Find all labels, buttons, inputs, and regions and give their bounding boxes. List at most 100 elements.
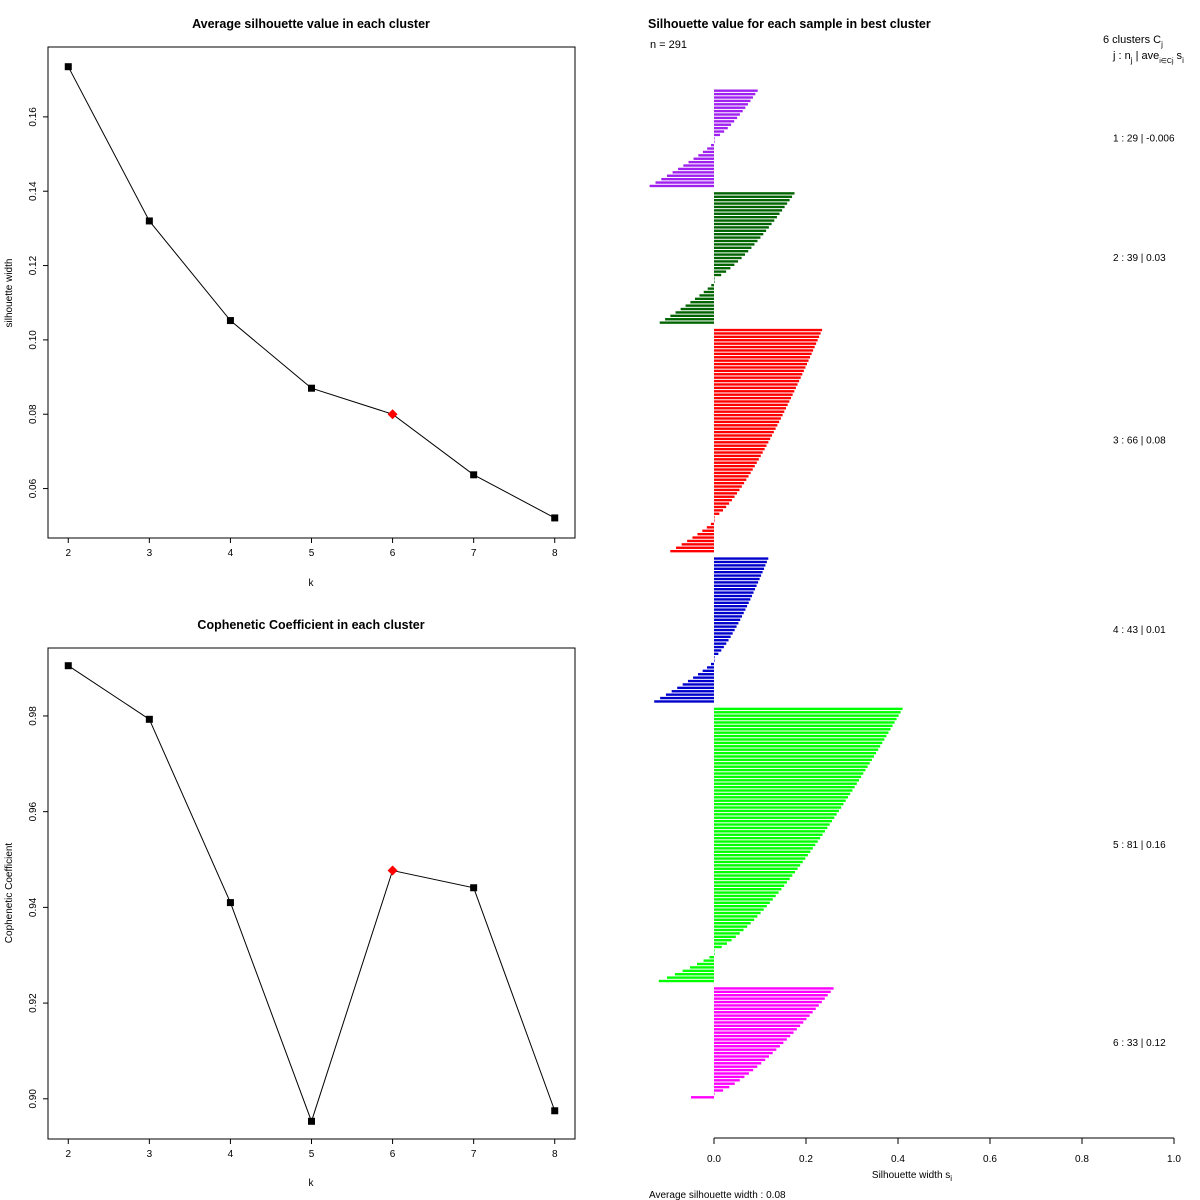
- silhouette-bar: [677, 686, 714, 690]
- silhouette-bar: [714, 478, 747, 481]
- silhouette-bar: [714, 632, 733, 635]
- x-tick-label: 6: [390, 1149, 396, 1160]
- silhouette-bar: [714, 424, 778, 427]
- silhouette-bar: [665, 693, 714, 696]
- silhouette-bar: [714, 250, 749, 253]
- silhouette-bar: [714, 826, 828, 830]
- silhouette-bar: [714, 390, 795, 393]
- silhouette-bar: [714, 441, 769, 444]
- silhouette-bar: [714, 860, 803, 864]
- silhouette-bar: [714, 277, 715, 280]
- silhouette-bar: [693, 676, 714, 679]
- silhouette-bar: [714, 775, 862, 779]
- silhouette-bar: [714, 471, 751, 475]
- silhouette-bar: [707, 666, 714, 669]
- silhouette-bar: [714, 611, 744, 615]
- silhouette-bar: [714, 942, 727, 945]
- silhouette-bar: [714, 915, 758, 918]
- silhouette-bar: [714, 454, 761, 458]
- silhouette-bar: [714, 461, 757, 464]
- silhouette-bar: [714, 458, 759, 461]
- silhouette-bar: [714, 1034, 791, 1038]
- silhouette-bar: [714, 819, 833, 823]
- silhouette-bar: [714, 922, 751, 925]
- silhouette-bar: [685, 304, 714, 307]
- silhouette-bar: [714, 877, 790, 881]
- silhouette-bar: [714, 120, 735, 123]
- silhouette-bar: [714, 1055, 769, 1058]
- x-tick-label: 0.8: [1075, 1154, 1089, 1165]
- silhouette-bar: [714, 881, 787, 884]
- silhouette-bar: [714, 755, 874, 758]
- silhouette-bar: [714, 591, 754, 594]
- silhouette-bar: [714, 137, 715, 140]
- data-point: [470, 471, 478, 479]
- silhouette-bar: [714, 349, 814, 352]
- silhouette-bar: [714, 1089, 724, 1092]
- silhouette-bar: [711, 284, 714, 287]
- silhouette-bar: [714, 407, 787, 410]
- silhouette-bar: [714, 202, 788, 205]
- chart3-n-label: n = 291: [650, 39, 687, 51]
- silhouette-bar: [714, 772, 864, 775]
- silhouette-bar: [695, 297, 714, 301]
- silhouette-bar: [714, 226, 769, 229]
- silhouette-bar: [714, 707, 903, 711]
- silhouette-bar: [711, 143, 714, 147]
- silhouette-bar: [714, 594, 752, 598]
- chart3-footer: Average silhouette width : 0.08: [649, 1190, 786, 1200]
- silhouette-bar: [714, 488, 740, 492]
- silhouette-bar: [682, 969, 714, 973]
- x-tick-label: 0.4: [891, 1154, 905, 1165]
- silhouette-bar: [714, 366, 806, 369]
- silhouette-bar: [714, 492, 738, 495]
- x-tick-label: 4: [228, 1149, 234, 1160]
- silhouette-bar: [681, 543, 714, 546]
- silhouette-bar: [714, 502, 730, 505]
- silhouette-bar: [714, 564, 766, 567]
- silhouette-bar: [670, 549, 714, 553]
- silhouette-bar: [714, 1085, 730, 1089]
- silhouette-bar: [714, 236, 761, 239]
- silhouette-bar: [714, 830, 825, 833]
- x-tick-label: 3: [147, 1149, 153, 1160]
- silhouette-bar: [676, 546, 714, 549]
- chart1-x-label: k: [309, 578, 315, 589]
- silhouette-bar: [714, 485, 742, 488]
- silhouette-bar: [714, 635, 731, 639]
- silhouette-bar: [714, 792, 851, 796]
- silhouette-bar: [714, 557, 769, 560]
- chart2-y-label: Cophenetic Coefficient: [4, 843, 15, 944]
- silhouette-bar: [714, 475, 749, 478]
- cluster-label: 5 : 81 | 0.16: [1113, 840, 1166, 851]
- silhouette-bar: [714, 904, 767, 908]
- silhouette-bar: [714, 1011, 813, 1014]
- silhouette-bar: [714, 396, 792, 400]
- silhouette-bar: [714, 332, 821, 335]
- silhouette-bar: [714, 649, 722, 652]
- silhouette-bar: [660, 696, 714, 700]
- silhouette-bar: [714, 987, 834, 990]
- silhouette-bar: [714, 1041, 784, 1045]
- silhouette-bar: [680, 307, 714, 311]
- silhouette-bar: [702, 529, 714, 532]
- silhouette-bar: [666, 976, 714, 979]
- silhouette-bar: [714, 748, 879, 751]
- silhouette-bar: [665, 318, 714, 321]
- silhouette-bar: [714, 656, 715, 659]
- silhouette-bar: [714, 857, 806, 860]
- silhouette-bar: [714, 1024, 801, 1028]
- silhouette-bar: [714, 410, 785, 413]
- data-point: [551, 1107, 559, 1115]
- y-tick-label: 0.92: [28, 993, 39, 1013]
- silhouette-bar: [714, 939, 732, 942]
- data-point: [145, 715, 153, 723]
- silhouette-bar: [649, 184, 714, 188]
- silhouette-bar: [714, 779, 859, 782]
- chart2-series: [64, 662, 559, 1125]
- silhouette-bar: [714, 205, 785, 209]
- silhouette-bar: [714, 560, 767, 564]
- y-tick-label: 0.94: [28, 897, 39, 917]
- silhouette-bar: [714, 898, 773, 901]
- silhouette-bar: [714, 328, 823, 332]
